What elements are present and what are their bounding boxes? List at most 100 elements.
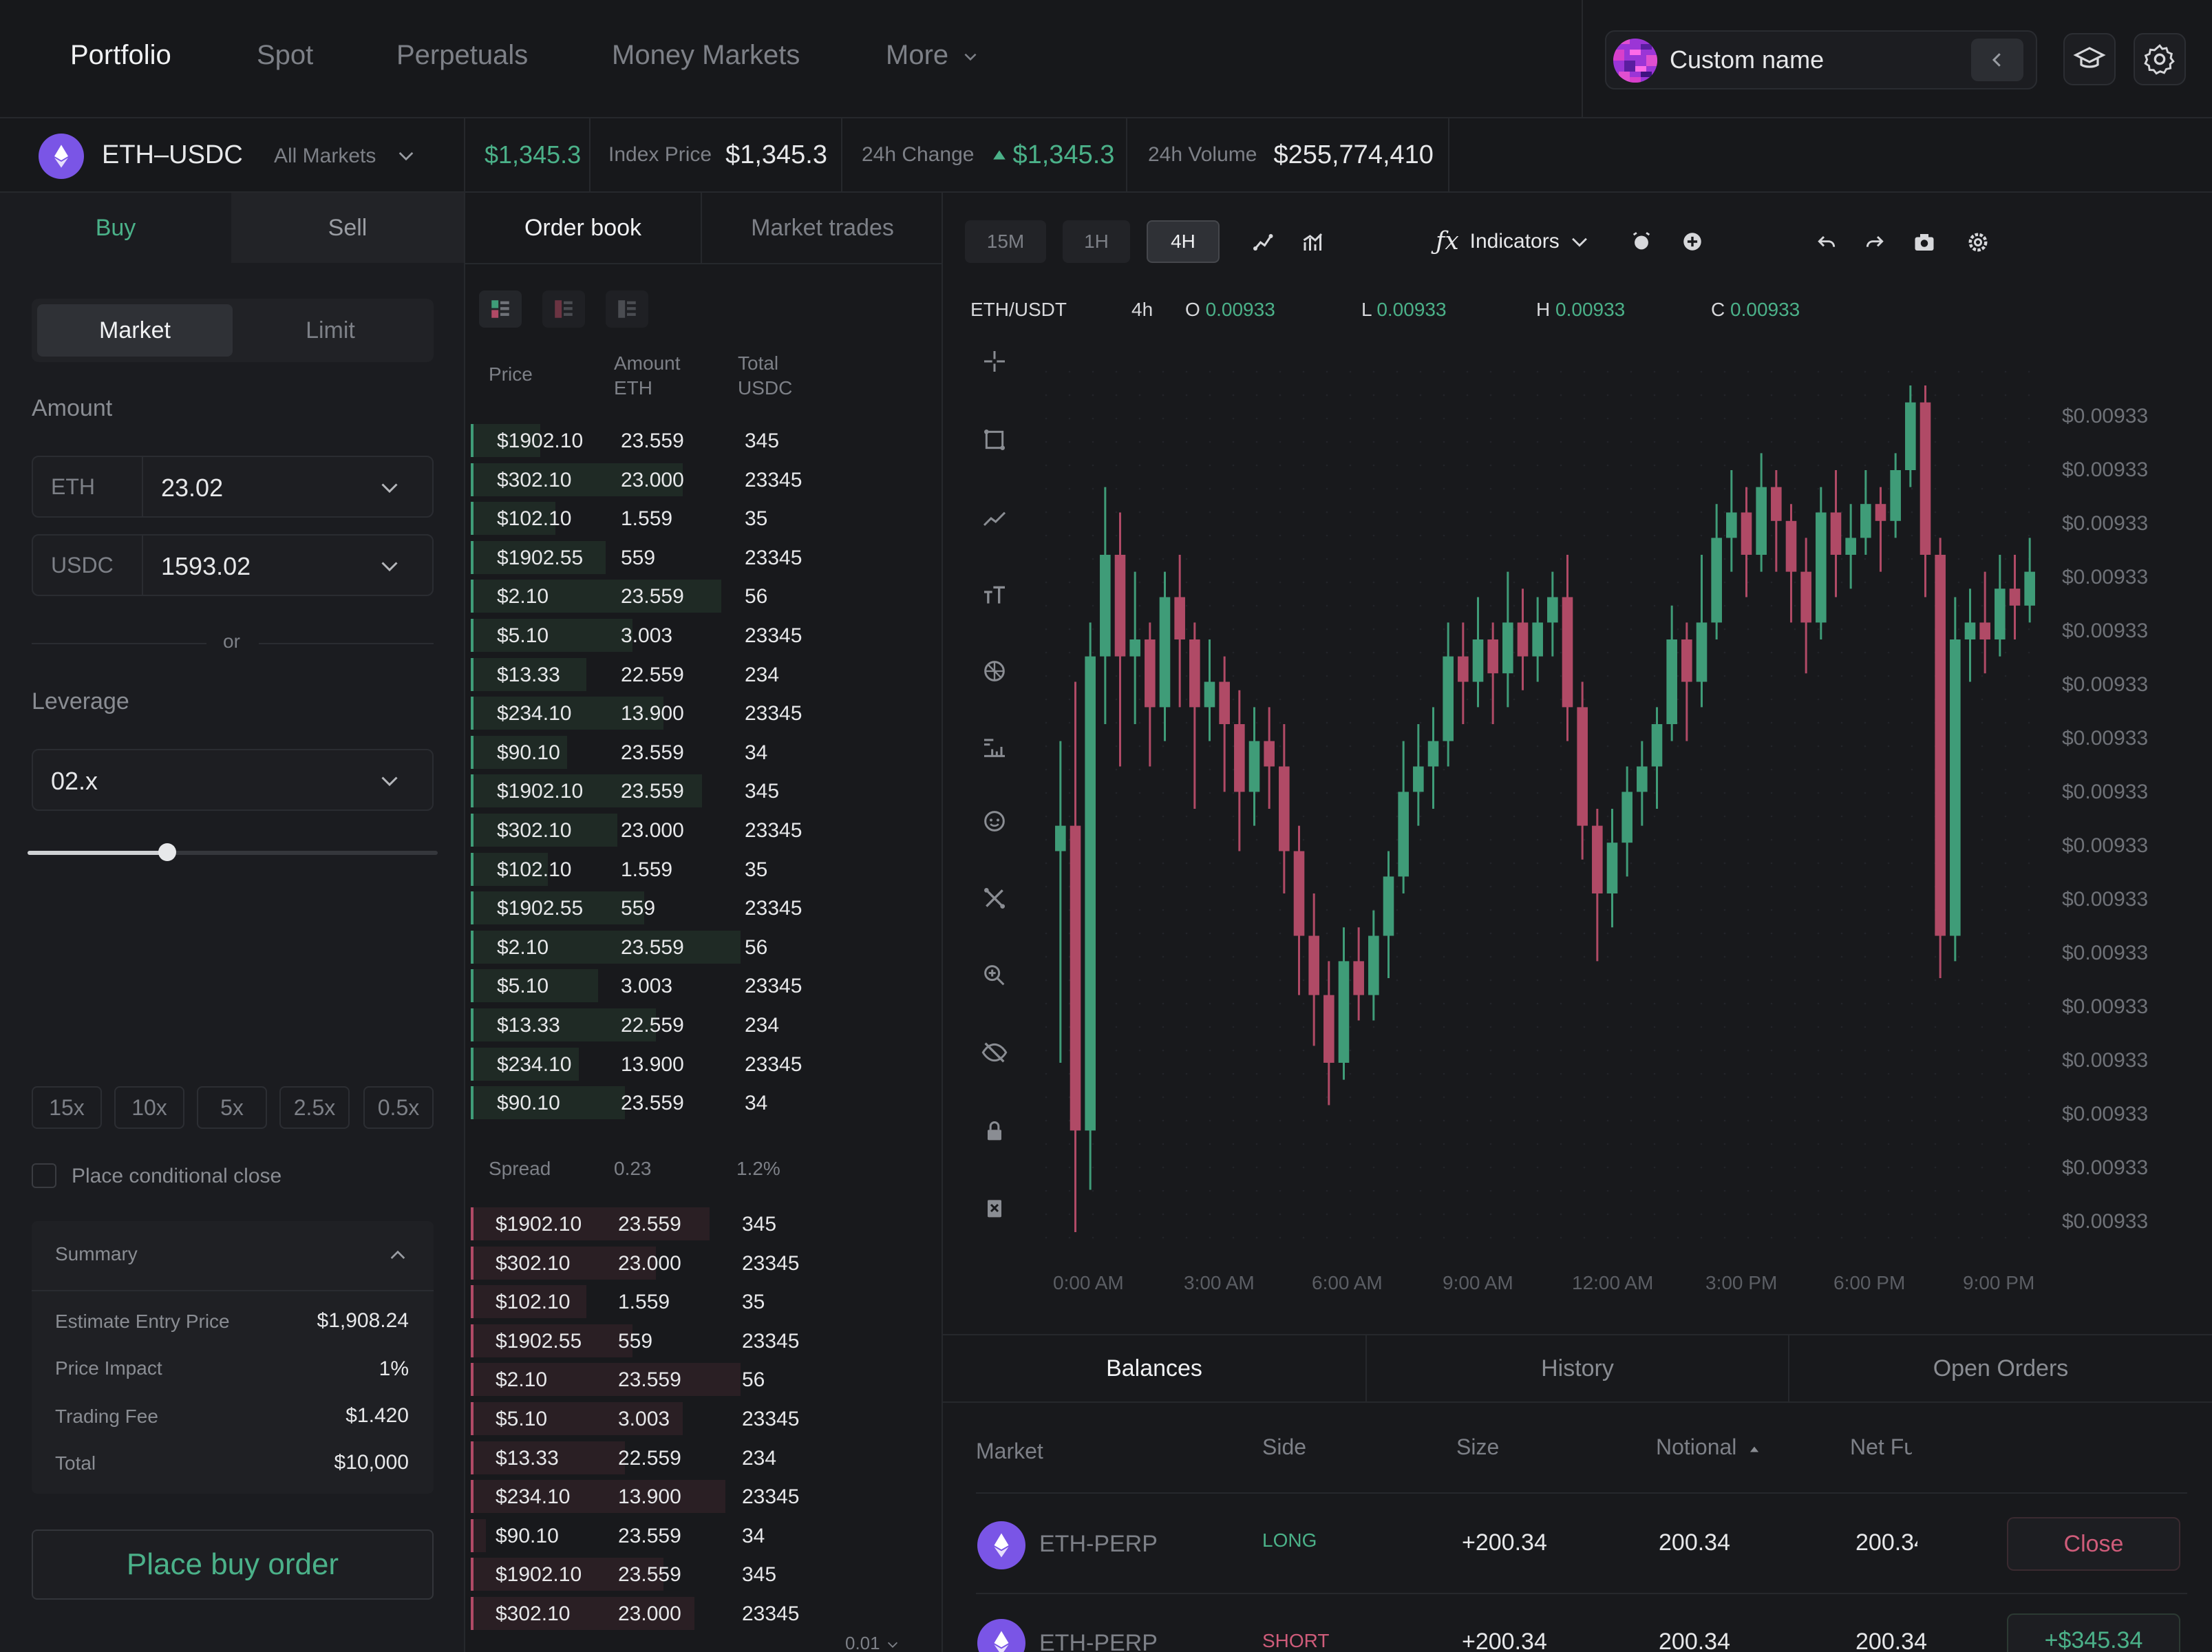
lock-tool[interactable]	[977, 1114, 1012, 1148]
measure-tool[interactable]	[977, 730, 1012, 764]
leverage-slider[interactable]	[28, 843, 438, 861]
precision-select[interactable]: 0.01	[845, 1633, 900, 1652]
bid-row[interactable]: $302.10 23.000 23345	[468, 1244, 943, 1282]
rectangle-tool[interactable]	[977, 423, 1012, 457]
ask-row[interactable]: $2.10 23.559 56	[468, 577, 943, 615]
zoom-tool[interactable]	[977, 958, 1012, 993]
ask-row[interactable]: $1902.10 23.559 345	[468, 421, 943, 460]
chart-settings-icon[interactable]	[1966, 230, 1990, 255]
ask-row[interactable]: $13.33 22.559 234	[468, 1006, 943, 1044]
bid-row[interactable]: $102.10 1.559 35	[468, 1282, 943, 1321]
bid-row[interactable]: $1902.10 23.559 345	[468, 1205, 943, 1243]
grid-dot	[1045, 487, 1047, 490]
ask-row[interactable]: $90.10 23.559 34	[468, 733, 943, 772]
pnl-button[interactable]: +$345.34	[2007, 1613, 2180, 1652]
alarm-icon[interactable]	[1630, 230, 1653, 253]
collapse-account-button[interactable]	[1971, 39, 2023, 81]
undo-icon[interactable]	[1816, 231, 1838, 253]
leverage-preset-15x[interactable]: 15x	[32, 1086, 102, 1129]
ask-row[interactable]: $5.10 3.003 23345	[468, 966, 943, 1005]
place-buy-order-button[interactable]: Place buy order	[32, 1529, 434, 1600]
conditional-close-checkbox[interactable]	[32, 1163, 56, 1188]
leverage-preset-2-5x[interactable]: 2.5x	[279, 1086, 350, 1129]
ask-row[interactable]: $13.33 22.559 234	[468, 655, 943, 694]
ask-row[interactable]: $102.10 1.559 35	[468, 850, 943, 889]
timeframe-1h[interactable]: 1H	[1063, 220, 1130, 263]
bid-depth-bar	[471, 1246, 656, 1280]
leverage-preset-0-5x[interactable]: 0.5x	[363, 1086, 434, 1129]
camera-icon[interactable]	[1912, 230, 1937, 255]
leverage-preset-10x[interactable]: 10x	[114, 1086, 184, 1129]
summary-header[interactable]: Summary	[32, 1221, 434, 1291]
redo-icon[interactable]	[1864, 231, 1886, 253]
eth-amount-field[interactable]: ETH 23.02	[32, 456, 434, 518]
bid-row[interactable]: $90.10 23.559 34	[468, 1516, 943, 1555]
market-order-tab[interactable]: Market	[37, 304, 233, 357]
grid-dot	[1817, 838, 1820, 841]
ask-row[interactable]: $302.10 23.000 23345	[468, 811, 943, 849]
view-asks-button[interactable]	[542, 290, 585, 328]
change-24h-value: $1,345.3	[1012, 140, 1115, 169]
ask-row[interactable]: $234.10 13.900 23345	[468, 1045, 943, 1083]
ask-row[interactable]: $234.10 13.900 23345	[468, 694, 943, 732]
col-notional[interactable]: Notional	[1656, 1434, 1761, 1460]
ruler-tool[interactable]	[977, 881, 1012, 915]
tab-open-orders[interactable]: Open Orders	[1789, 1335, 2212, 1403]
grid-dot	[1279, 604, 1282, 607]
chart-type-icon[interactable]	[1251, 230, 1276, 255]
emoji-tool[interactable]	[977, 804, 1012, 838]
hide-drawings-tool[interactable]	[977, 1035, 1012, 1070]
bid-row[interactable]: $1902.10 23.559 345	[468, 1555, 943, 1593]
ask-row[interactable]: $1902.55 559 23345	[468, 889, 943, 927]
ask-row[interactable]: $5.10 3.003 23345	[468, 616, 943, 655]
bid-row[interactable]: $234.10 13.900 23345	[468, 1477, 943, 1516]
limit-order-tab[interactable]: Limit	[306, 317, 355, 343]
nav-perpetuals[interactable]: Perpetuals	[396, 40, 529, 70]
view-bids-button[interactable]	[606, 290, 648, 328]
text-tool[interactable]	[977, 578, 1012, 613]
crosshair-tool[interactable]	[977, 344, 1012, 379]
market-selector[interactable]: ETH–USDC All Markets	[0, 118, 465, 191]
pattern-tool[interactable]	[977, 654, 1012, 688]
bid-row[interactable]: $2.10 23.559 56	[468, 1360, 943, 1399]
bid-row[interactable]: $1902.55 559 23345	[468, 1322, 943, 1360]
bar-chart-icon[interactable]	[1301, 230, 1326, 255]
usdc-amount-field[interactable]: USDC 1593.02	[32, 534, 434, 596]
bid-row[interactable]: $5.10 3.003 23345	[468, 1399, 943, 1438]
close-position-button[interactable]: Close	[2007, 1517, 2180, 1571]
bid-row[interactable]: $302.10 23.000 23345	[468, 1594, 943, 1633]
trendline-tool[interactable]	[977, 501, 1012, 536]
tab-balances[interactable]: Balances	[943, 1335, 1367, 1403]
nav-portfolio[interactable]: Portfolio	[70, 40, 171, 70]
indicators-button[interactable]: ƒx Indicators	[1436, 227, 1591, 255]
settings-button[interactable]	[2134, 33, 2186, 85]
bid-row[interactable]: $13.33 22.559 234	[468, 1439, 943, 1477]
ask-row[interactable]: $2.10 23.559 56	[468, 928, 943, 966]
nav-spot[interactable]: Spot	[257, 40, 314, 70]
tab-order-book[interactable]: Order book	[465, 193, 702, 264]
nav-more[interactable]: More	[886, 40, 979, 71]
candlestick-chart[interactable]	[1032, 358, 2044, 1253]
leverage-select[interactable]: 02.x	[32, 749, 434, 811]
buy-tab[interactable]: Buy	[0, 193, 231, 263]
ask-row[interactable]: $1902.10 23.559 345	[468, 772, 943, 810]
ask-row[interactable]: $302.10 23.000 23345	[468, 460, 943, 499]
tab-market-trades[interactable]: Market trades	[702, 193, 943, 264]
nav-money-markets[interactable]: Money Markets	[612, 40, 800, 70]
grid-dot	[1606, 1072, 1609, 1075]
tab-history[interactable]: History	[1367, 1335, 1789, 1403]
sell-tab[interactable]: Sell	[231, 193, 464, 263]
leverage-preset-5x[interactable]: 5x	[197, 1086, 267, 1129]
ask-row[interactable]: $102.10 1.559 35	[468, 499, 943, 538]
candle-body	[1606, 843, 1618, 893]
view-both-button[interactable]	[479, 290, 522, 328]
timeframe-15m[interactable]: 15M	[965, 220, 1046, 263]
academy-button[interactable]	[2063, 33, 2116, 85]
ask-row[interactable]: $90.10 23.559 34	[468, 1083, 943, 1122]
timeframe-4h[interactable]: 4H	[1147, 220, 1220, 263]
delete-drawings-tool[interactable]	[977, 1191, 1012, 1225]
account-selector[interactable]: Custom name	[1605, 30, 2037, 89]
leverage-slider-handle[interactable]	[158, 843, 176, 861]
add-icon[interactable]	[1681, 230, 1704, 253]
ask-row[interactable]: $1902.55 559 23345	[468, 538, 943, 577]
